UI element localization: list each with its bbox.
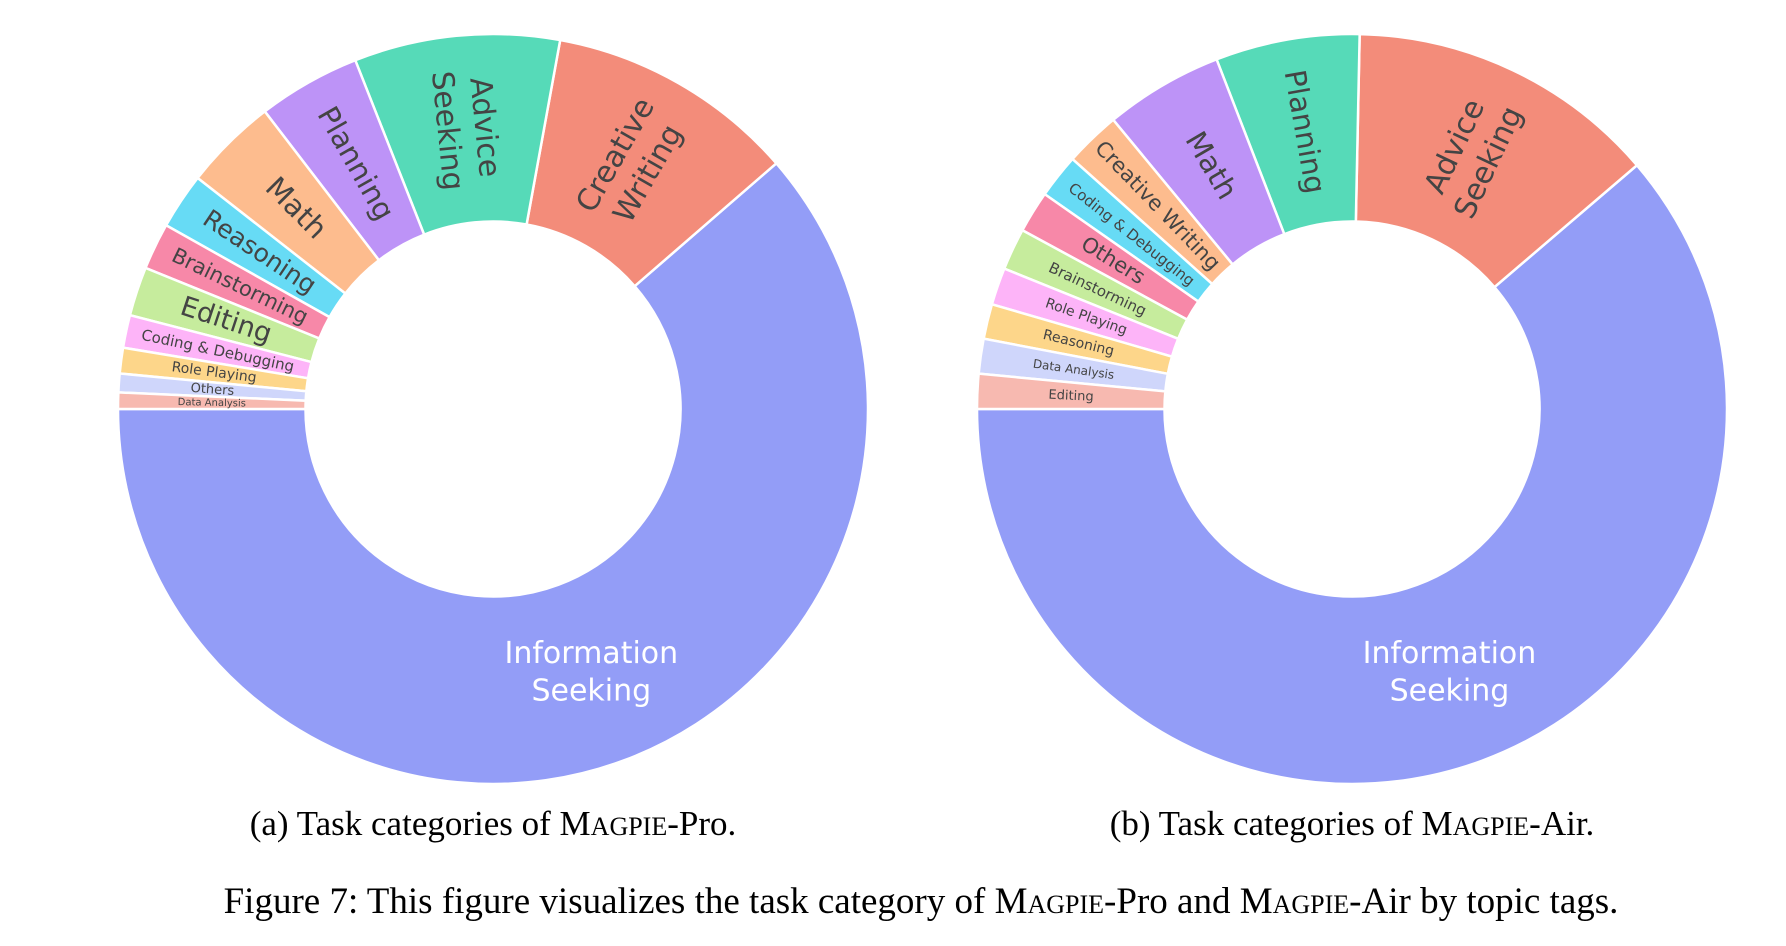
- label-line: Seeking: [1390, 673, 1510, 708]
- label-information-seeking: Information Seeking: [504, 635, 678, 708]
- slice-advice-seeking: [1354, 32, 1639, 289]
- label-line: Information: [504, 635, 678, 670]
- label-others: Others: [190, 380, 235, 398]
- figure-caption-name2-small: AGPIE: [1273, 890, 1350, 919]
- caption-b-name-small: AGPIE: [1453, 812, 1530, 841]
- figure-caption-mid: -Pro and: [1104, 881, 1240, 922]
- caption-a: (a) Task categories of MAGPIE-Pro.: [250, 804, 737, 843]
- figure-caption-prefix: Figure 7: This figure visualizes the tas…: [224, 881, 995, 922]
- label-line: Editing: [1048, 387, 1094, 404]
- label-editing: Editing: [1048, 387, 1094, 404]
- label-line: Data Analysis: [178, 397, 246, 410]
- donut-chart-magpie-pro: Information SeekingCreativeWritingAdviceS…: [116, 32, 870, 786]
- figure-caption-name1: M: [995, 881, 1028, 922]
- label-data-analysis: Data Analysis: [178, 397, 246, 410]
- slice-data-analysis: [116, 391, 307, 411]
- caption-a-name: M: [560, 804, 591, 843]
- label-line: Others: [190, 380, 235, 398]
- figure-caption-name1-small: AGPIE: [1027, 890, 1104, 919]
- label-line: Seeking: [531, 673, 651, 708]
- caption-a-prefix: (a) Task categories of: [250, 804, 560, 843]
- figure-caption-suffix: -Air by topic tags.: [1349, 881, 1618, 922]
- caption-a-suffix: -Pro.: [667, 804, 736, 843]
- label-information-seeking: Information Seeking: [1363, 636, 1537, 709]
- donut-chart-magpie-air: Information SeekingAdviceSeekingPlanningM…: [975, 32, 1729, 786]
- slice-information-seeking: [975, 163, 1729, 786]
- figure-caption-name2: M: [1240, 881, 1273, 922]
- caption-b-name: M: [1421, 804, 1452, 843]
- caption-b-suffix: -Air.: [1529, 804, 1594, 843]
- label-advice-seeking: AdviceSeeking: [425, 66, 509, 192]
- caption-b-prefix: (b) Task categories of: [1110, 804, 1422, 843]
- figure-caption: Figure 7: This figure visualizes the tas…: [224, 881, 1619, 922]
- caption-b: (b) Task categories of MAGPIE-Air.: [1110, 804, 1595, 843]
- slice-editing: [975, 372, 1167, 411]
- slice-information-seeking: [116, 161, 870, 786]
- label-line: Information: [1363, 636, 1537, 671]
- caption-a-name-small: AGPIE: [591, 812, 668, 841]
